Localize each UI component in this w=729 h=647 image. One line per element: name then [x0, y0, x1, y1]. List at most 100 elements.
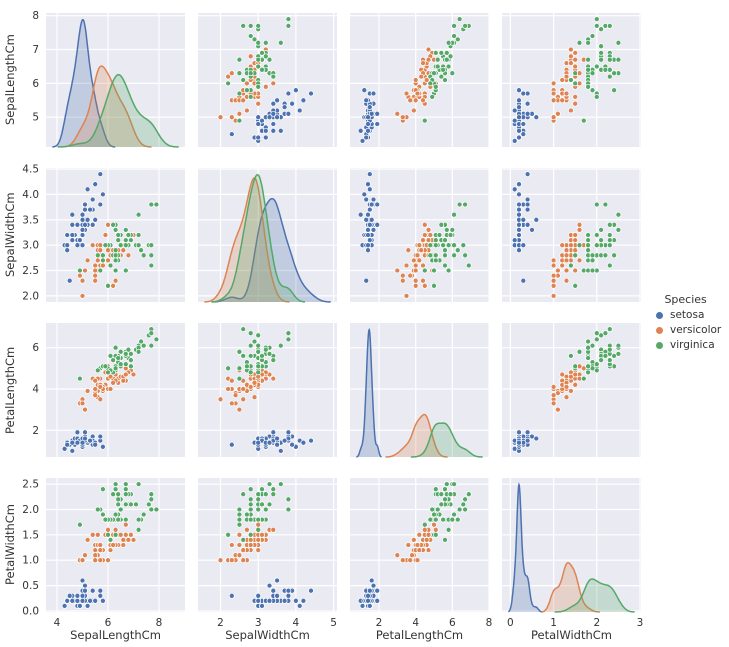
x-tick-label: 4 — [412, 617, 419, 629]
scatter-setosa — [61, 577, 106, 609]
x-tick-label: 5 — [330, 617, 337, 629]
scatter-versicolor — [394, 221, 439, 299]
scatter-setosa — [228, 429, 314, 454]
y-tick-label: 4.0 — [22, 189, 39, 201]
scatter-virginica — [77, 481, 160, 543]
y-tick-label: 3.0 — [22, 240, 39, 252]
scatter-virginica — [568, 326, 622, 382]
y-tick-label: 1.0 — [22, 555, 39, 567]
scatter-virginica — [225, 16, 292, 124]
scatter-setosa — [357, 577, 381, 609]
x-tick-label: 2 — [217, 617, 224, 629]
x-tick-label: 6 — [449, 617, 456, 629]
y-axis-title-sepal-width: SepalWidthCm — [3, 192, 17, 278]
virginica-swatch-icon — [656, 341, 663, 349]
y-tick-label: 6 — [32, 342, 39, 354]
scatter-virginica — [421, 481, 472, 543]
y-tick-label: 8 — [32, 10, 39, 22]
versicolor-swatch-icon — [656, 326, 663, 334]
y-tick-label: 0.5 — [22, 580, 39, 592]
legend: Species setosa versicolor virginica — [650, 293, 721, 354]
x-tick-label: 2 — [376, 617, 383, 629]
x-tick-label: 0 — [507, 617, 514, 629]
legend-item-setosa: setosa — [650, 309, 721, 321]
scatter-virginica — [225, 481, 292, 543]
subplot-SepalLengthCm-vs-PetalWidthCm — [502, 13, 641, 147]
scatter-versicolor — [394, 516, 439, 564]
x-tick-label: 3 — [255, 617, 262, 629]
kde-setosa — [507, 482, 543, 613]
y-axis-title-sepal-length: SepalLengthCm — [3, 34, 17, 126]
subplot-PetalLengthCm-vs-PetalWidthCm — [502, 323, 641, 457]
scatter-virginica — [421, 201, 472, 289]
subplot-PetalWidthCm-vs-SepalWidthCm — [198, 478, 337, 612]
kde-setosa — [52, 18, 116, 148]
scatter-virginica — [568, 16, 622, 124]
legend-item-label: versicolor — [670, 324, 722, 336]
subplot-PetalLengthCm-vs-SepalLengthCm — [46, 323, 185, 457]
kde-virginica — [57, 73, 179, 148]
y-tick-label: 2.5 — [22, 479, 39, 491]
x-tick-label: 4 — [293, 617, 300, 629]
subplot-PetalLengthCm-vs-PetalLengthCm — [350, 323, 490, 458]
scatter-setosa — [61, 171, 106, 284]
y-tick-label: 5 — [32, 112, 39, 124]
y-axis-title-petal-length: PetalLengthCm — [3, 346, 17, 434]
kde-virginica — [410, 422, 483, 458]
y-tick-label: 2.0 — [22, 504, 39, 516]
legend-item-virginica: virginica — [650, 339, 721, 351]
subplot-SepalWidthCm-vs-PetalWidthCm — [502, 168, 641, 302]
scatter-versicolor — [77, 516, 137, 564]
scatter-virginica — [225, 326, 292, 382]
legend-item-label: setosa — [670, 309, 705, 321]
scatter-setosa — [357, 87, 381, 144]
scatter-setosa — [511, 429, 540, 454]
subplot-SepalWidthCm-vs-SepalWidthCm — [198, 168, 337, 303]
y-tick-label: 2.0 — [22, 290, 39, 302]
y-tick-label: 1.5 — [22, 529, 39, 541]
kde-setosa — [356, 327, 382, 458]
scatter-setosa — [61, 429, 106, 454]
x-tick-label: 8 — [156, 617, 163, 629]
subplot-SepalLengthCm-vs-PetalLengthCm — [350, 13, 490, 147]
scatter-virginica — [421, 16, 472, 124]
scatter-virginica — [77, 201, 160, 289]
x-tick-label: 4 — [54, 617, 61, 629]
subplot-SepalWidthCm-vs-PetalLengthCm — [350, 168, 490, 302]
subplot-SepalLengthCm-vs-SepalLengthCm — [46, 13, 185, 148]
scatter-setosa — [228, 87, 314, 144]
x-tick-label: 8 — [486, 617, 493, 629]
scatter-setosa — [357, 171, 381, 284]
y-tick-label: 2.5 — [22, 265, 39, 277]
y-tick-label: 7 — [32, 44, 39, 56]
y-axis-title-petal-width: PetalWidthCm — [3, 504, 17, 586]
x-axis-title-petal-length: PetalLengthCm — [375, 628, 464, 642]
subplot-PetalWidthCm-vs-SepalLengthCm — [46, 478, 185, 612]
x-axis-title-petal-width: PetalWidthCm — [531, 628, 612, 642]
scatter-setosa — [511, 171, 540, 284]
y-tick-label: 3.5 — [22, 214, 39, 226]
kde-virginica — [211, 173, 306, 303]
x-tick-label: 2 — [593, 617, 600, 629]
scatter-virginica — [77, 326, 160, 382]
x-tick-label: 6 — [105, 617, 112, 629]
x-axis-title-sepal-length: SepalLengthCm — [70, 628, 161, 642]
y-tick-label: 4 — [32, 384, 39, 396]
scatter-virginica — [568, 201, 622, 289]
subplot-SepalWidthCm-vs-SepalLengthCm — [46, 168, 185, 302]
y-tick-label: 2 — [32, 425, 39, 437]
x-tick-label: 3 — [637, 617, 644, 629]
kde-versicolor — [541, 561, 600, 613]
subplot-PetalLengthCm-vs-SepalWidthCm — [198, 323, 337, 457]
subplot-PetalWidthCm-vs-PetalWidthCm — [502, 478, 641, 613]
x-axis-title-sepal-width: SepalWidthCm — [225, 628, 310, 642]
scatter-setosa — [511, 87, 540, 144]
kde-virginica — [554, 578, 635, 613]
kde-versicolor — [385, 413, 448, 458]
kde-versicolor — [204, 177, 290, 303]
y-tick-label: 6 — [32, 78, 39, 90]
setosa-swatch-icon — [656, 311, 663, 319]
y-tick-label: 4.5 — [22, 164, 39, 176]
scatter-setosa — [228, 577, 314, 609]
